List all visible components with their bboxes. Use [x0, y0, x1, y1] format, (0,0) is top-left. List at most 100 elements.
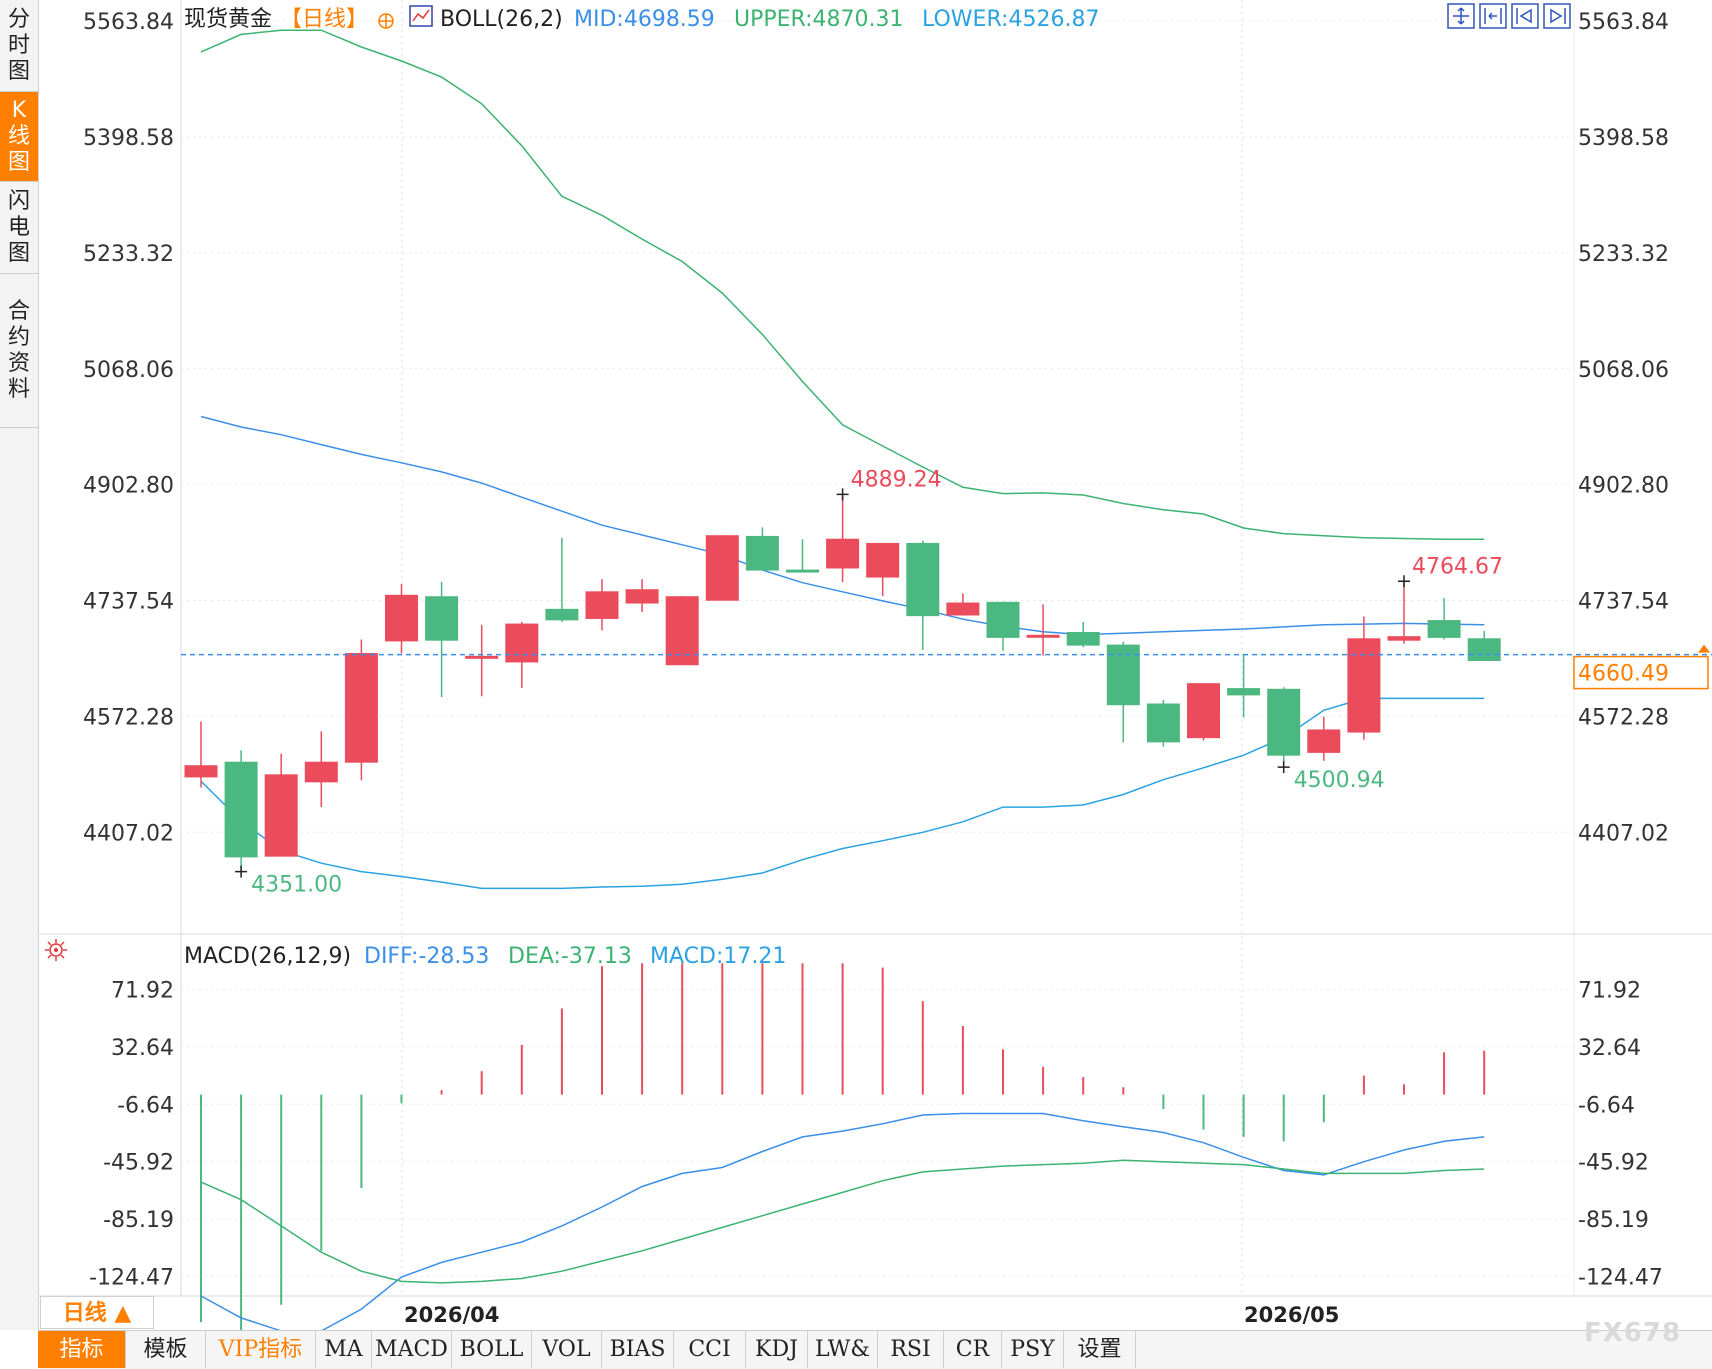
- tab-boll[interactable]: BOLL: [452, 1331, 532, 1368]
- price-axis-left: 5563.84 5398.58 5233.32 5068.06 4902.80 4737.…: [83, 10, 174, 846]
- candle: [1026, 604, 1060, 656]
- candle-body: [425, 596, 459, 641]
- macd-hist-value: MACD:17.21: [650, 944, 786, 969]
- price-tick-right: 5398.58: [1578, 126, 1669, 151]
- boll-mid-line: [200, 415, 1485, 636]
- tab-psy[interactable]: PSY: [1002, 1331, 1064, 1368]
- tab-template[interactable]: 模板: [126, 1331, 206, 1368]
- zoom-in-button[interactable]: [1447, 3, 1475, 29]
- tab-vip-indicator[interactable]: VIP指标: [206, 1331, 316, 1368]
- macd-tick-right: -85.19: [1578, 1208, 1649, 1233]
- candle: [705, 535, 739, 601]
- boll-label: BOLL(26,2): [440, 7, 563, 32]
- x-axis-label-2026-04: 2026/04: [404, 1303, 499, 1327]
- candle: [224, 750, 258, 872]
- candle: [906, 540, 940, 651]
- candle-body: [585, 591, 619, 619]
- macd-tick-left: -45.92: [103, 1151, 174, 1176]
- candle: [344, 639, 378, 781]
- tab-vol[interactable]: VOL: [532, 1331, 602, 1368]
- candle: [986, 601, 1020, 651]
- candle: [745, 527, 779, 571]
- tab-contract-info[interactable]: 合约资料: [0, 274, 38, 428]
- candle: [1146, 699, 1180, 747]
- boll-lines: [200, 29, 1485, 890]
- macd-label: MACD(26,12,9): [184, 944, 351, 969]
- macd-tick-left: -6.64: [117, 1093, 174, 1118]
- candle: [1467, 631, 1501, 662]
- kline-chart[interactable]: 现货黄金 【日线】 BOLL(26,2) MID:4698.59 UPPER:4…: [0, 0, 1712, 1330]
- candle: [505, 621, 539, 688]
- candle-body: [505, 623, 539, 663]
- macd-settings-icon[interactable]: [45, 939, 67, 961]
- candle: [1427, 598, 1461, 640]
- scroll-right-button[interactable]: [1543, 3, 1571, 29]
- tab-kdj[interactable]: KDJ: [746, 1331, 808, 1368]
- min-price-label: 4351.00: [251, 873, 342, 898]
- candle-body: [1467, 638, 1501, 662]
- scroll-left-button[interactable]: [1511, 3, 1539, 29]
- macd-histogram: [200, 963, 1486, 1330]
- watermark: FX678: [1584, 1318, 1682, 1348]
- candle: [946, 593, 980, 616]
- candle-body: [1307, 729, 1341, 753]
- candle-body: [705, 535, 739, 601]
- price-axis-right: 5563.84 5398.58 5233.32 5068.06 4902.80 4737.…: [1578, 10, 1669, 846]
- candle-body: [1187, 683, 1220, 739]
- macd-tick-right: 32.64: [1578, 1036, 1641, 1061]
- tab-ma[interactable]: MA: [316, 1331, 372, 1368]
- candle-body: [866, 542, 900, 578]
- price-tick-right: 4737.54: [1578, 590, 1669, 615]
- tab-settings[interactable]: 设置: [1064, 1331, 1136, 1368]
- macd-tick-left: 32.64: [111, 1036, 174, 1061]
- tab-macd[interactable]: MACD: [372, 1331, 452, 1368]
- candle: [625, 579, 659, 613]
- price-tick-left: 5398.58: [83, 126, 174, 151]
- grid-lines: [38, 0, 1712, 1297]
- candle: [1066, 621, 1100, 648]
- price-tick-left: 5233.32: [83, 242, 174, 267]
- candle-body: [465, 655, 499, 659]
- price-tick-left: 4572.28: [83, 705, 174, 730]
- boll-upper-value: UPPER:4870.31: [734, 7, 904, 32]
- tab-rsi[interactable]: RSI: [878, 1331, 944, 1368]
- candle-body: [906, 542, 940, 617]
- period-selector[interactable]: 日线 ▲: [40, 1296, 154, 1329]
- tab-indicator[interactable]: 指标: [38, 1331, 126, 1368]
- candle: [385, 584, 418, 654]
- candle-body: [1026, 634, 1060, 638]
- zoom-out-button[interactable]: [1479, 3, 1507, 29]
- macd-dea-value: DEA:-37.13: [508, 944, 632, 969]
- tab-cr[interactable]: CR: [944, 1331, 1002, 1368]
- candle-body: [264, 774, 298, 857]
- candle: [786, 539, 819, 573]
- period-label: 【日线】: [280, 7, 368, 32]
- candles: [184, 494, 1501, 872]
- candle-body: [1427, 620, 1461, 638]
- add-icon[interactable]: [378, 13, 394, 29]
- candle-body: [986, 601, 1020, 638]
- tab-timeshare[interactable]: 分时图: [0, 0, 38, 92]
- boll-lower-value: LOWER:4526.87: [922, 7, 1099, 32]
- tab-bias[interactable]: BIAS: [602, 1331, 674, 1368]
- candle-body: [224, 761, 258, 858]
- price-tick-left: 4407.02: [83, 821, 174, 846]
- macd-tick-left: 71.92: [111, 979, 174, 1004]
- tab-cci[interactable]: CCI: [674, 1331, 746, 1368]
- boll-upper-line: [200, 29, 1485, 540]
- price-tick-right: 5563.84: [1578, 10, 1669, 35]
- candle: [665, 596, 699, 666]
- tab-lw[interactable]: LW&: [808, 1331, 878, 1368]
- candle: [1307, 716, 1341, 761]
- candle: [1267, 687, 1301, 768]
- price-tick-right: 5233.32: [1578, 242, 1669, 267]
- indicator-chart-icon[interactable]: [409, 5, 433, 27]
- tab-flash-chart[interactable]: 闪电图: [0, 182, 38, 274]
- price-tick-right: 4572.28: [1578, 705, 1669, 730]
- price-tick-right: 4902.80: [1578, 474, 1669, 499]
- candle: [585, 579, 619, 631]
- macd-tick-right: -6.64: [1578, 1093, 1635, 1118]
- candle-body: [745, 535, 779, 571]
